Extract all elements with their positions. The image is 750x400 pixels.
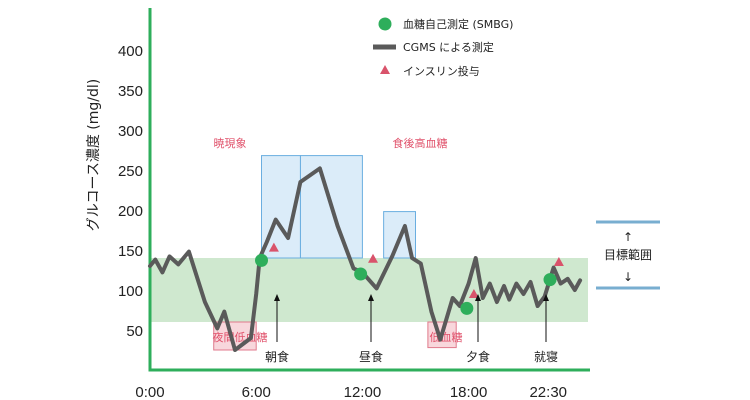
y-tick-label: 350 [118, 83, 143, 100]
x-tick-label: 6:00 [242, 384, 271, 400]
event-arrow-head-3 [543, 294, 549, 301]
target-up-arrow: ↑ [623, 230, 633, 244]
smbg-point-2 [460, 301, 474, 315]
y-tick-label: 250 [118, 163, 143, 180]
zone-label-0: 夜間低血糖 [213, 330, 268, 344]
legend-smbg-marker [378, 17, 392, 31]
target-range-label: 目標範囲 [604, 247, 652, 262]
legend-smbg-label: 血糖自己測定 (SMBG) [403, 17, 513, 31]
insulin-point-2 [468, 289, 479, 298]
insulin-point-1 [368, 253, 379, 263]
y-tick-label: 100 [118, 283, 143, 300]
x-tick-label: 12:00 [344, 384, 382, 400]
y-tick-label: 50 [126, 323, 143, 340]
y-tick-label: 400 [118, 43, 143, 60]
zone-label-1: 暁現象 [214, 137, 247, 150]
event-label-2: 夕食 [466, 349, 490, 364]
zone-label-2: 食後高血糖 [393, 136, 448, 150]
y-tick-label: 150 [118, 243, 143, 260]
y-tick-label: 200 [118, 203, 143, 220]
markers-layer [255, 242, 564, 315]
smbg-point-1 [354, 267, 368, 281]
target-down-arrow: ↓ [623, 270, 633, 284]
cgms-series-line-0 [148, 166, 583, 352]
event-arrow-head-1 [368, 294, 374, 301]
smbg-point-0 [255, 253, 269, 267]
event-arrow-head-0 [274, 294, 280, 301]
target-legend-layer: ↑ 目標範囲 ↓ [596, 220, 660, 290]
y-axis-label: グルコース濃度 (mg/dl) [86, 79, 102, 231]
x-tick-label: 18:00 [450, 384, 488, 400]
insulin-point-3 [553, 257, 564, 266]
y-tick-label: 300 [118, 123, 143, 140]
legend-cgms-label: CGMS による測定 [403, 40, 494, 54]
event-label-1: 昼食 [359, 349, 383, 364]
zone-label-4: 低血糖 [430, 330, 463, 344]
event-arrow-head-2 [475, 294, 481, 301]
legend-insulin-marker [380, 65, 390, 74]
axes-layer: 400 350 300 250 200 150 100 50 0:00 6:00 12:00 18:0… [86, 8, 590, 400]
x-tick-label: 0:00 [135, 384, 164, 400]
smbg-point-3 [543, 273, 557, 287]
x-tick-label: 22:30 [529, 384, 567, 400]
series-layer [148, 166, 583, 352]
legend-insulin-label: インスリン投与 [403, 64, 480, 78]
event-label-0: 朝食 [265, 349, 289, 364]
events-layer: 朝食 昼食 夕食 就寝 [265, 294, 558, 364]
event-label-3: 就寝 [534, 349, 558, 364]
insulin-point-0 [268, 242, 279, 252]
